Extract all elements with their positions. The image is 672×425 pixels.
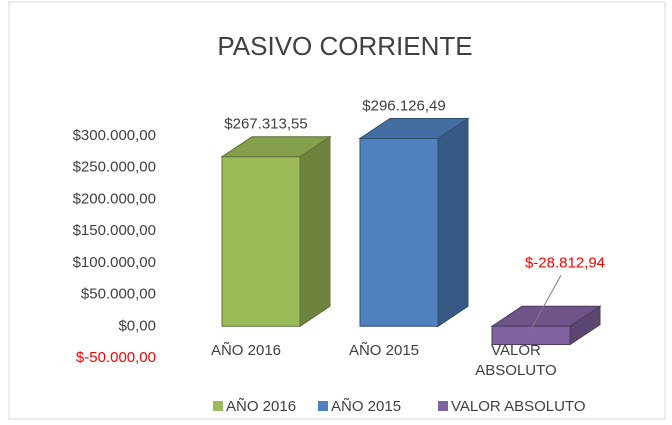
value-label: $267.313,55 (224, 116, 307, 133)
bar-face (299, 135, 331, 328)
y-tick-label: $250.000,00 (73, 159, 156, 176)
y-tick-label: $100.000,00 (73, 254, 156, 271)
leader-line (530, 275, 562, 330)
bar-face (491, 325, 571, 346)
y-tick-label: $-50.000,00 (76, 349, 156, 366)
legend-swatch (318, 401, 328, 411)
bar (220, 135, 332, 328)
y-tick-label: $50.000,00 (81, 286, 156, 303)
legend-swatch (438, 401, 448, 411)
bar (490, 305, 602, 346)
legend-label: VALOR ABSOLUTO (451, 398, 586, 415)
chart-border (8, 1, 666, 420)
y-tick-label: $0,00 (118, 317, 156, 334)
value-label: $-28.812,94 (525, 254, 605, 271)
y-tick-label: $200.000,00 (73, 190, 156, 207)
bar (358, 117, 470, 328)
x-tick-label: VALOR ABSOLUTO (475, 342, 557, 379)
bar-face (437, 117, 469, 328)
chart-title: PASIVO CORRIENTE (217, 31, 472, 61)
legend-swatch (213, 401, 223, 411)
x-tick-label: AÑO 2015 (348, 342, 420, 359)
bar-face (359, 137, 439, 327)
y-tick-label: $300.000,00 (73, 127, 156, 144)
bar-face (221, 156, 301, 327)
legend-label: AÑO 2016 (226, 398, 296, 415)
x-tick-label: AÑO 2016 (210, 342, 282, 359)
y-tick-label: $150.000,00 (73, 222, 156, 239)
legend-label: AÑO 2015 (331, 398, 401, 415)
value-label: $296.126,49 (362, 97, 445, 114)
